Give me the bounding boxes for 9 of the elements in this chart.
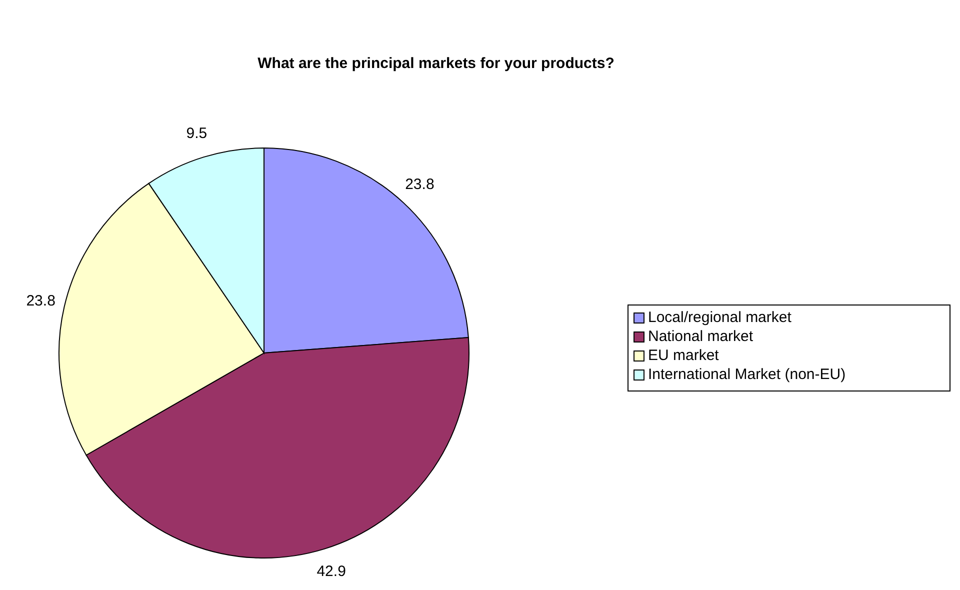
data-label: 23.8 <box>26 292 56 310</box>
data-label: 23.8 <box>405 176 434 194</box>
legend-label: National market <box>648 328 754 345</box>
legend-label: Local/regional market <box>648 308 792 326</box>
legend-label: EU market <box>648 346 720 364</box>
chart-title: What are the principal markets for your products? <box>258 55 614 72</box>
data-label: 42.9 <box>316 562 346 580</box>
legend-label: International Market (non-EU) <box>648 366 846 383</box>
data-label: 9.5 <box>186 125 208 142</box>
